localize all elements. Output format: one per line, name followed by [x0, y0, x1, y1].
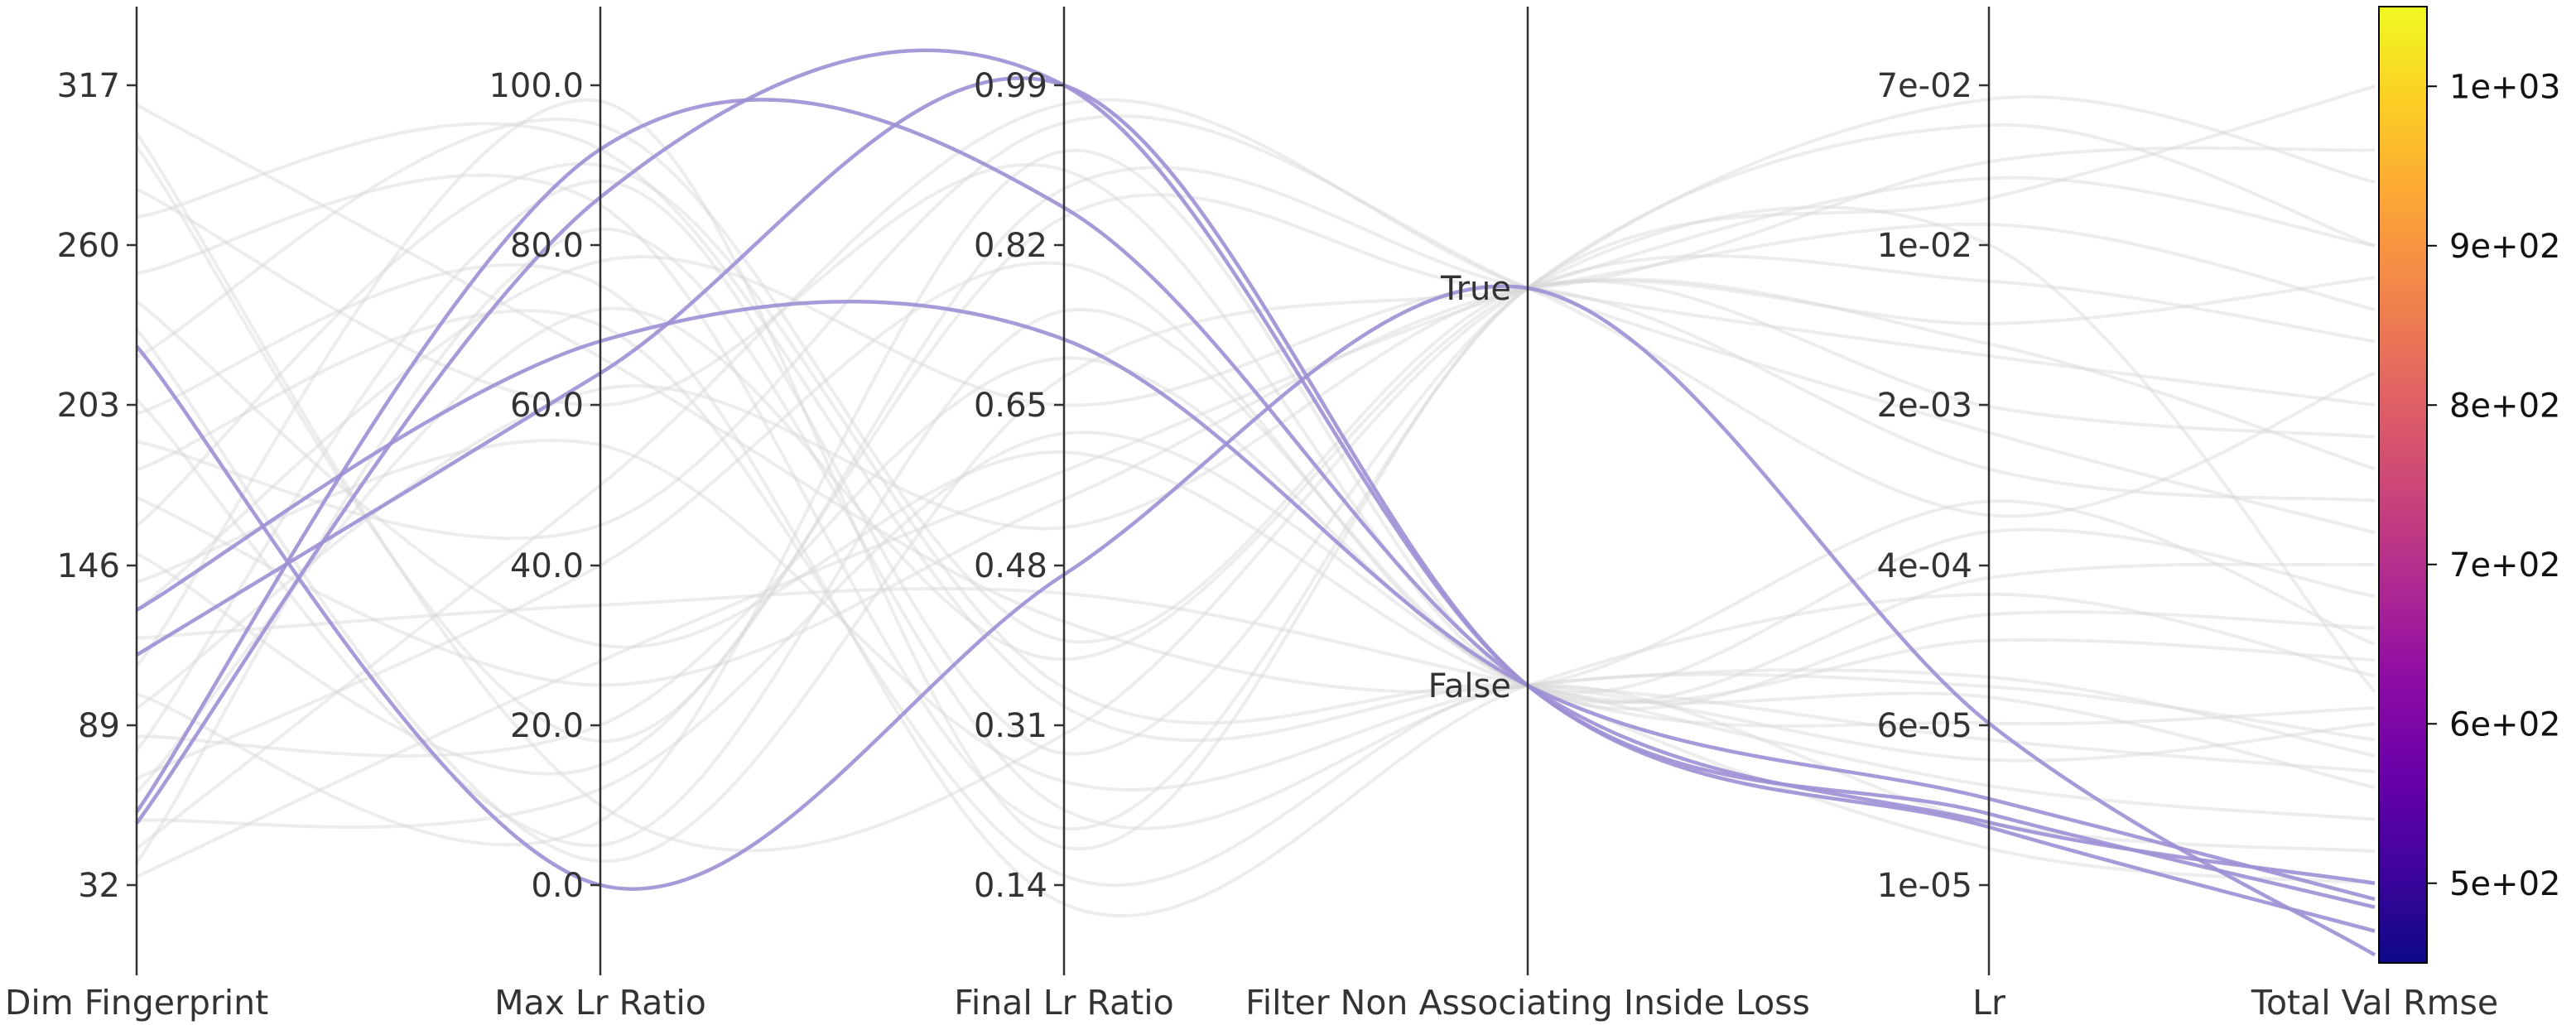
highlighted-line-3: [135, 300, 2376, 902]
tick-label-lr: 1e-05: [1877, 867, 1972, 905]
background-line-8: [136, 276, 2376, 687]
tick-label-dim-fingerprint: 317: [57, 67, 120, 105]
colorbar-tick-label: 7e+02: [2449, 546, 2560, 585]
axes-group: 317 260 203 146 89 32 Dim Fingerprint 100.0 80.0…: [5, 7, 2498, 1023]
tick-label-lr: 7e-02: [1877, 67, 1972, 105]
tick-label-final-lr-ratio: 0.48: [974, 547, 1047, 585]
tick-label-max-lr-ratio: 100.0: [489, 67, 584, 105]
background-line-14: [135, 84, 2376, 851]
tick-label-dim-fingerprint: 146: [57, 547, 120, 585]
background-line-24: [136, 176, 2376, 878]
axis-title-dim-fingerprint: Dim Fingerprint: [5, 983, 268, 1023]
background-line-16: [135, 277, 2376, 710]
tick-label-filter-non-associating-inside-loss: True: [1440, 270, 1511, 308]
colorbar-tick-label: 6e+02: [2449, 705, 2560, 743]
tick-label-dim-fingerprint: 260: [57, 227, 120, 265]
background-line-4: [136, 118, 2376, 644]
tick-label-max-lr-ratio: 80.0: [510, 227, 584, 265]
highlighted-line-4: [135, 284, 2376, 957]
background-line-19: [136, 261, 2376, 781]
colorbar-tick-label: 5e+02: [2449, 865, 2560, 903]
background-lines-group: [135, 84, 2376, 917]
background-line-10: [136, 146, 2376, 776]
tick-label-dim-fingerprint: 89: [78, 707, 120, 745]
background-line-12: [135, 255, 2376, 612]
colorbar-tick-label: 1e+03: [2449, 68, 2560, 106]
colorbar-tick-label: 8e+02: [2449, 387, 2560, 425]
background-line-25: [136, 103, 2376, 694]
colorbar-tick-label: 9e+02: [2449, 228, 2560, 266]
background-line-15: [136, 148, 2376, 847]
colorbar-gradient: [2378, 6, 2428, 964]
background-line-11: [136, 439, 2376, 792]
colorbar: 1e+03 9e+02 8e+02 7e+02 6e+02 5e+02: [2378, 6, 2560, 964]
background-line-3: [135, 300, 2376, 790]
tick-label-max-lr-ratio: 0.0: [531, 867, 584, 905]
background-line-18: [135, 94, 2376, 756]
tick-label-dim-fingerprint: 203: [57, 387, 120, 425]
tick-label-lr: 2e-03: [1877, 387, 1972, 425]
tick-label-max-lr-ratio: 20.0: [510, 707, 584, 745]
background-line-13: [136, 586, 2376, 821]
tick-label-lr: 6e-05: [1877, 707, 1972, 745]
background-line-6: [136, 114, 2376, 541]
axis-title-max-lr-ratio: Max Lr Ratio: [494, 983, 706, 1023]
tick-label-dim-fingerprint: 32: [78, 867, 120, 905]
tick-label-lr: 4e-04: [1877, 547, 1972, 585]
background-line-21: [136, 431, 2376, 885]
axis-title-total-val-rmse: Total Val Rmse: [2251, 983, 2498, 1023]
tick-label-max-lr-ratio: 60.0: [510, 387, 584, 425]
tick-label-final-lr-ratio: 0.65: [974, 387, 1047, 425]
axis-title-lr: Lr: [1972, 983, 2005, 1023]
axis-title-final-lr-ratio: Final Lr Ratio: [954, 983, 1174, 1023]
tick-label-max-lr-ratio: 40.0: [510, 547, 584, 585]
highlighted-line-0: [135, 98, 2376, 885]
tick-label-final-lr-ratio: 0.14: [974, 867, 1047, 905]
tick-label-final-lr-ratio: 0.99: [974, 67, 1047, 105]
background-line-0: [135, 132, 2376, 853]
tick-label-lr: 1e-02: [1877, 227, 1972, 265]
tick-label-final-lr-ratio: 0.31: [974, 707, 1047, 745]
tick-label-filter-non-associating-inside-loss: False: [1428, 667, 1511, 705]
tick-label-final-lr-ratio: 0.82: [974, 227, 1047, 265]
axis-title-filter-non-associating-inside-loss: Filter Non Associating Inside Loss: [1245, 983, 1810, 1023]
